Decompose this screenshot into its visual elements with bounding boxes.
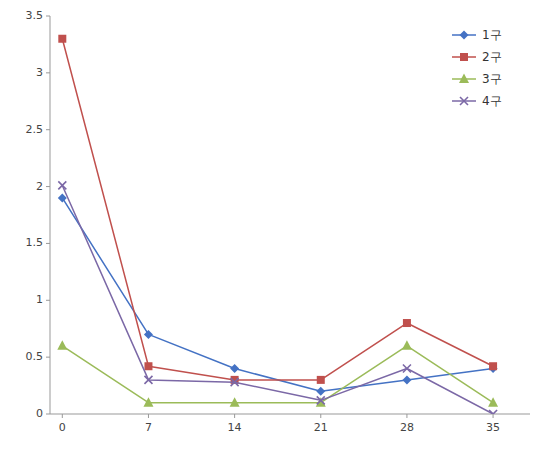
marker [231, 378, 239, 386]
y-tick-label: 2.5 [26, 123, 44, 136]
series [58, 193, 498, 395]
legend-marker [459, 74, 469, 84]
marker [144, 376, 152, 384]
x-tick-label: 35 [486, 421, 500, 434]
marker [144, 362, 152, 370]
marker [58, 181, 66, 189]
marker [58, 35, 66, 43]
x-tick-label: 21 [314, 421, 328, 434]
series-line [62, 39, 493, 380]
y-tick [46, 129, 50, 130]
x-tick-label: 28 [400, 421, 414, 434]
marker [402, 340, 412, 350]
x-tick [148, 414, 149, 418]
y-tick [46, 357, 50, 358]
marker [57, 340, 67, 350]
y-tick [46, 186, 50, 187]
y-tick-label: 0 [36, 407, 43, 420]
y-tick-label: 1.5 [26, 236, 44, 249]
legend-label: 3구 [482, 72, 502, 86]
marker [144, 330, 153, 339]
x-tick-label: 7 [145, 421, 152, 434]
series-line [62, 198, 493, 391]
legend-marker [460, 53, 468, 61]
x-tick-label: 14 [228, 421, 242, 434]
series-line [62, 185, 493, 414]
y-tick [46, 16, 50, 17]
x-axis-line [50, 414, 530, 415]
marker [402, 375, 411, 384]
marker [403, 319, 411, 327]
x-tick-label: 0 [59, 421, 66, 434]
marker [230, 397, 240, 407]
y-tick-label: 3.5 [26, 9, 44, 22]
y-tick [46, 72, 50, 73]
marker [403, 365, 411, 373]
axes: 0 0.5 1 1.5 2 2.5 3 3.5 0 7 14 21 28 35 [26, 9, 531, 434]
legend: 1구 2구 3구 4구 [452, 28, 502, 108]
marker [316, 387, 325, 396]
chart-svg: 0 0.5 1 1.5 2 2.5 3 3.5 0 7 14 21 28 35 1구 2구 3구 4구 [0, 0, 546, 450]
marker [317, 376, 325, 384]
y-tick-label: 1 [36, 293, 43, 306]
legend-item: 3구 [452, 72, 502, 86]
y-tick [46, 300, 50, 301]
legend-item: 4구 [452, 94, 502, 108]
x-tick [406, 414, 407, 418]
marker [230, 364, 239, 373]
y-tick-label: 3 [36, 66, 43, 79]
chart-container: 0 0.5 1 1.5 2 2.5 3 3.5 0 7 14 21 28 35 1구 2구 3구 4구 [0, 0, 546, 450]
legend-label: 1구 [482, 28, 502, 42]
marker [58, 193, 67, 202]
marker [143, 397, 153, 407]
marker [489, 410, 497, 414]
x-tick [493, 414, 494, 418]
series [58, 181, 497, 414]
y-axis-line [50, 16, 51, 414]
series-line [62, 346, 493, 403]
marker [488, 397, 498, 407]
x-tick [62, 414, 63, 418]
y-tick-label: 2 [36, 180, 43, 193]
y-tick [46, 243, 50, 244]
marker [489, 362, 497, 370]
legend-marker [460, 97, 468, 105]
legend-item: 1구 [452, 28, 502, 42]
y-tick [46, 414, 50, 415]
series [57, 340, 498, 406]
marker [317, 396, 325, 404]
x-tick [320, 414, 321, 418]
x-tick [234, 414, 235, 418]
legend-item: 2구 [452, 50, 502, 64]
legend-label: 2구 [482, 50, 502, 64]
series [58, 35, 497, 384]
y-tick-label: 0.5 [26, 350, 44, 363]
plot-area [57, 35, 498, 414]
legend-marker [460, 31, 469, 40]
legend-label: 4구 [482, 94, 502, 108]
